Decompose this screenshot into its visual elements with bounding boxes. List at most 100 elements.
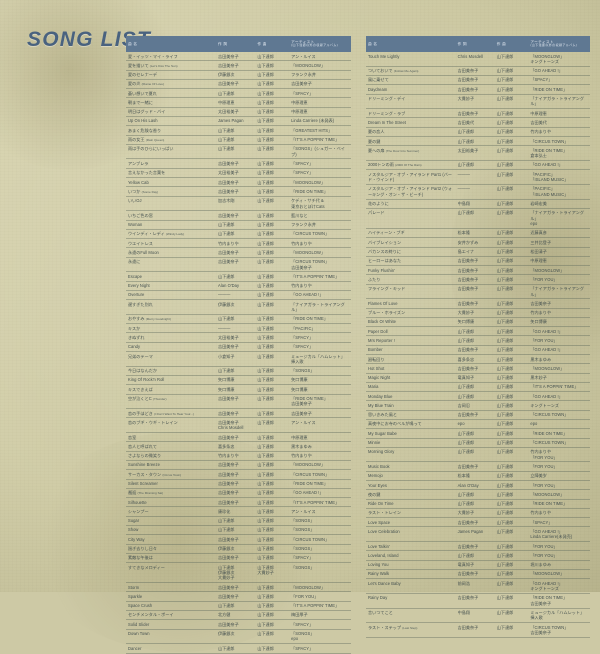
cell-song-title: 空が泣くとC (Thunder) xyxy=(126,394,216,410)
cell-composer: 山下達郎 xyxy=(255,643,290,654)
cell-song-title: Bomber xyxy=(366,345,456,356)
cell-composer: 山下達郎 xyxy=(494,593,529,609)
cell-song-title: 遅すぎた別れ xyxy=(126,299,216,315)
table-row: ラスト・トレイン 大貫妙子 山下達郎 竹内まりや xyxy=(366,508,590,519)
cell-artist-album: 「MOONGLOW」 xyxy=(528,363,590,374)
song-rows-right: Touch Me Lightly Chris Mosdell 山下達郎 「MOONGL… xyxy=(366,52,590,638)
cell-artist-album: 「RIDE ON TIME」 xyxy=(289,314,351,325)
table-row: ブルー・ホライズン 大貫妙子 山下達郎 竹内まりや xyxy=(366,308,590,318)
cell-composer: 山下達郎 xyxy=(494,622,529,638)
cell-song-title: Sugar xyxy=(126,516,216,526)
cell-composer: 山下達郎 xyxy=(255,469,290,480)
cell-lyricist: 太田裕美子 xyxy=(216,168,256,179)
table-row: 夜の鍵 山下達郎 山下達郎 「MOONGLOW」 xyxy=(366,489,590,500)
table-row: 言いつてこと 中島翔 山下達郎 ミュージカル「ハムレット」挿入歌 xyxy=(366,608,590,624)
cell-composer: 山下達郎 xyxy=(494,480,529,491)
table-row: Paper Doll 山下達郎 山下達郎 「GO AHEAD !」 xyxy=(366,326,590,337)
cell-song-title: ドリーミング・ラブ xyxy=(366,108,456,119)
cell-lyricist: 吉田美奈子 xyxy=(216,408,256,419)
cell-lyricist: 山下達郎 xyxy=(216,144,256,160)
cell-artist-album: 黒木妙子 xyxy=(528,373,590,383)
cell-song-title: キスか xyxy=(126,323,216,334)
table-row: ついておいで (Follow Me Again) 吉田美奈子 山下達郎 「GO AHE… xyxy=(366,66,590,76)
cell-artist-album: 「SONGS」 xyxy=(289,562,351,584)
cell-lyricist: 中原理恵 xyxy=(216,97,256,108)
cell-lyricist: 矢口博康 xyxy=(216,375,256,386)
cell-composer: 山下達郎 xyxy=(494,541,529,552)
cell-lyricist: 吉田美奈子 xyxy=(216,177,256,188)
cell-song-title: Show xyxy=(126,525,216,536)
cell-composer: 山下達郎 xyxy=(255,144,290,160)
cell-song-title: 雨は手のひらにいっぱい xyxy=(126,144,216,160)
cell-song-title: ウインディ・レディ (Windy Lady) xyxy=(126,229,216,240)
table-row: My Sugar Babe 山下達郎 山下達郎 「RIDE ON TIME」 xyxy=(366,428,590,439)
cell-artist-album: 竹内まりや xyxy=(528,308,590,318)
cell-artist-album: 「IT'S A POPPIN' TIME」 xyxy=(289,601,351,611)
cell-composer: 山下達郎 xyxy=(494,308,529,318)
table-row: パレード 山下達郎 山下達郎 「ナイアガラ・トライアングル」 epo xyxy=(366,208,590,229)
cell-composer: 山下達郎 xyxy=(494,569,529,580)
cell-song-title: いつか (Some Day) xyxy=(126,186,216,197)
cell-artist-album: 竹内まりや xyxy=(289,238,351,249)
cell-artist-album: 「IT'S A POPPIN' TIME」 xyxy=(289,135,351,145)
cell-song-title: Mrs Reporter ! xyxy=(366,335,456,346)
cell-song-title: Dream In The Street xyxy=(366,117,456,128)
cell-artist-album: 「GO AHEAD !」 xyxy=(528,160,590,171)
cell-song-title: Sparkle xyxy=(126,591,216,602)
table-row: Down Town 伊藤銀次 山下達郎 「SONGS」 epo xyxy=(126,629,351,645)
cell-lyricist: 吉田美奈子 xyxy=(216,432,256,443)
table-row: 恋人と呼ばれて 喜多条忠 山下達郎 黒木まゆみ xyxy=(126,441,351,452)
cell-song-title: ふたり xyxy=(366,274,456,285)
table-row: キスか ——— 山下達郎 「PACIFIC」 xyxy=(126,323,351,334)
cell-artist-album: フランク永井 xyxy=(289,70,351,80)
cell-composer: 山下達郎 xyxy=(255,238,290,249)
cell-composer: 山下達郎 xyxy=(255,479,290,489)
cell-lyricist: James Pagan xyxy=(455,526,495,543)
cell-artist-album: 「IT'S A POPPIN' TIME」 xyxy=(289,271,351,282)
table-row: ドリーミング・デイ 大貫妙子 山下達郎 「ナイアガラ・トライアングル」 xyxy=(366,94,590,110)
table-row: Flames Of Love 吉田美奈子 山下達郎 吉田美奈子 xyxy=(366,298,590,309)
cell-composer: 山下達郎 xyxy=(494,382,529,393)
cell-artist-album: 「GO AHEAD !」 xyxy=(528,326,590,337)
table-row: Candy 吉田美奈子 山下達郎 「SPACY」 xyxy=(126,342,351,353)
cell-artist-album: 「GO AHEAD !」 xyxy=(528,345,590,356)
cell-artist-album: 三井比登子 xyxy=(528,237,590,248)
cell-song-title: Dancer xyxy=(126,643,216,654)
cell-composer: 山下達郎 xyxy=(255,516,290,526)
cell-lyricist: 山下達郎 伊藤銀次 大貫妙子 xyxy=(216,562,256,584)
cell-composer: 山下達郎 xyxy=(255,79,290,90)
cell-lyricist: 吉田美奈子 xyxy=(216,534,256,545)
cell-composer: 山下達郎 xyxy=(494,410,529,420)
cell-artist-album: 「PACIFIC」 「ISLAND MUSIC」 xyxy=(528,184,590,200)
cell-artist-album: 「CIRCUS TOWN」 吉田美奈子 xyxy=(528,622,590,638)
cell-composer: 山下達郎 xyxy=(255,247,290,258)
table-row: Silent Screamer 吉田美奈子 山下達郎 「RIDE ON TIME」 xyxy=(126,479,351,489)
cell-lyricist: 吉田美奈子 xyxy=(216,247,256,258)
cell-lyricist: 前岡浩 xyxy=(455,578,495,594)
table-row: 愛・イッツ・マイ・ライフ 吉田美奈子 山下達郎 アン・ルイス xyxy=(126,52,351,62)
cell-artist-album: 「SONGS」 epo xyxy=(289,629,351,645)
cell-song-title: パレード xyxy=(366,208,456,229)
cell-lyricist: 加志木剛 xyxy=(216,196,256,212)
cell-lyricist: 吉田美奈子 xyxy=(455,66,495,76)
cell-lyricist: 山下達郎 xyxy=(455,136,495,147)
cell-artist-album: 「GO AHEAD !」 xyxy=(289,290,351,301)
cell-composer: 山下達郎 xyxy=(494,526,529,543)
table-row: Sparkle 吉田美奈子 山下達郎 「FOR YOU」 xyxy=(126,591,351,602)
cell-artist-album: 「MOONGLOW」 xyxy=(289,460,351,471)
cell-composer: 山下達郎 xyxy=(255,408,290,419)
cell-composer: 山下達郎 xyxy=(255,460,290,471)
table-row: 明日はグッド・バイ 太田裕美子 山下達郎 中原理恵 xyxy=(126,107,351,117)
cell-lyricist: 吉田美奈子 xyxy=(216,497,256,508)
table-row: 兄弟のテーマ 小倉知子 山下達郎 ミュージカル「ハムレット」挿入歌 xyxy=(126,351,351,367)
cell-composer: 山下達郎 xyxy=(494,52,529,67)
cell-song-title: Yellow Cab xyxy=(126,177,216,188)
cell-composer: 山下達郎 xyxy=(494,199,529,209)
table-row: Maria 山下達郎 山下達郎 「IT'S A POPPIN' TIME」 xyxy=(366,382,590,393)
cell-artist-album: 「MOONGLOW」 xyxy=(289,247,351,258)
table-row: 邂逅 (The Mraming Sai) 吉田美奈子 山下達郎 「GO AHEAD !… xyxy=(126,488,351,499)
cell-song-title: 言いつてこと xyxy=(366,608,456,624)
cell-song-title: 夏への扉 (The Door Into Summer) xyxy=(366,145,456,161)
table-row: 恋室 吉田美奈子 山下達郎 中原理恵 xyxy=(126,432,351,443)
cell-song-title: 恋人と呼ばれて xyxy=(126,441,216,452)
